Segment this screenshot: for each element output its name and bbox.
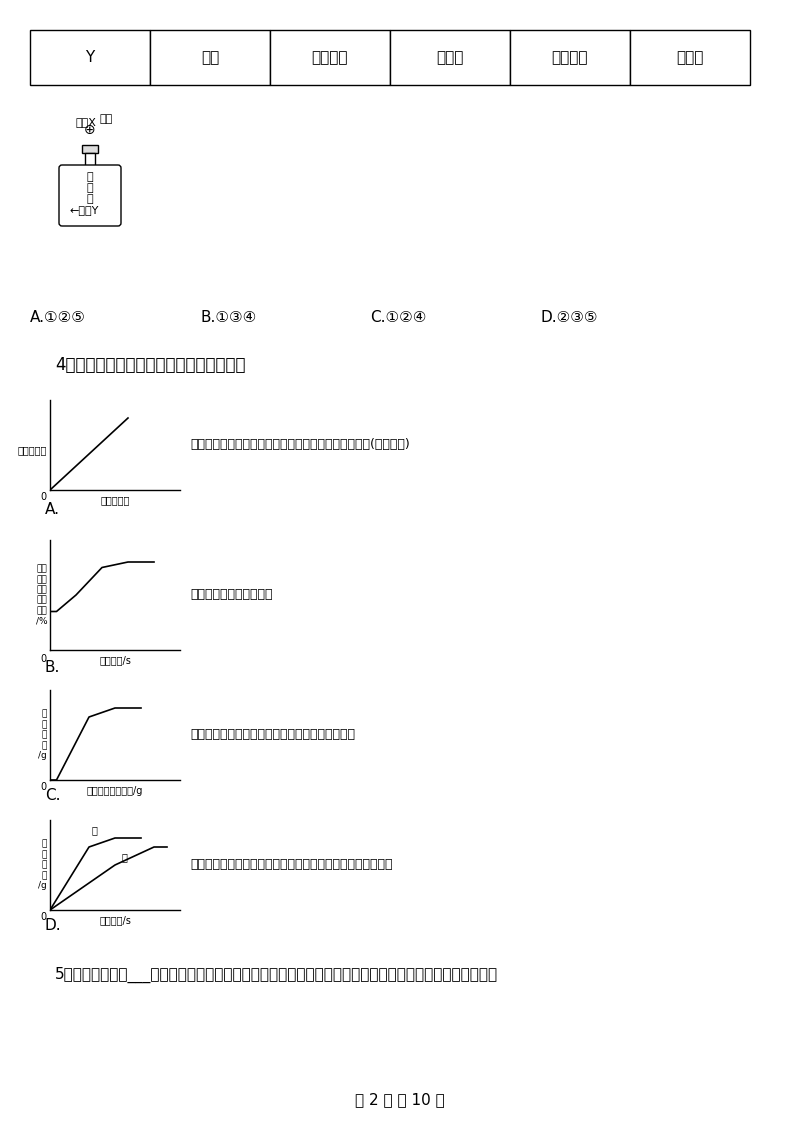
Text: D.②③⑤: D.②③⑤ [540, 310, 598, 326]
Text: B.①③④: B.①③④ [200, 310, 256, 326]
Text: 向氯化镁和盐酸的混合溶液中，滴加氢氧化钡溶液: 向氯化镁和盐酸的混合溶液中，滴加氢氧化钡溶液 [190, 729, 355, 741]
FancyBboxPatch shape [150, 31, 270, 85]
FancyBboxPatch shape [510, 31, 630, 85]
FancyBboxPatch shape [82, 145, 98, 153]
Text: B.: B. [45, 660, 60, 676]
Text: C.①②④: C.①②④ [370, 310, 426, 326]
Text: 4．下列图像不能正确反映其对应关系的是: 4．下列图像不能正确反映其对应关系的是 [55, 355, 246, 374]
Text: 气球: 气球 [100, 114, 114, 125]
FancyBboxPatch shape [390, 31, 510, 85]
FancyBboxPatch shape [630, 31, 750, 85]
FancyBboxPatch shape [270, 31, 390, 85]
Text: 第 2 页 共 10 页: 第 2 页 共 10 页 [355, 1092, 445, 1107]
Text: 瓶: 瓶 [86, 194, 94, 204]
Text: ←固体Y: ←固体Y [70, 205, 99, 215]
Text: 二氧化锰: 二氧化锰 [552, 50, 588, 65]
Text: 加热一定质量的高锰酸钾: 加热一定质量的高锰酸钾 [190, 589, 273, 601]
Text: 分别向等质量的锌粉和铁粉中，加入足量等质量分数的稀盐酸: 分别向等质量的锌粉和铁粉中，加入足量等质量分数的稀盐酸 [190, 858, 393, 872]
Text: C.: C. [45, 788, 61, 803]
Text: 5．在一密闭容器___中，有甲、乙、丙、丁四种物质，在一定的条件下，充分反应，测得反应前后各物质质: 5．在一密闭容器___中，有甲、乙、丙、丁四种物质，在一定的条件下，充分反应，测… [55, 967, 498, 983]
Text: 氢氧化钠: 氢氧化钠 [312, 50, 348, 65]
Text: 硝酸铵: 硝酸铵 [676, 50, 704, 65]
FancyBboxPatch shape [85, 153, 95, 168]
Text: 铁粉: 铁粉 [201, 50, 219, 65]
Text: 集: 集 [86, 172, 94, 182]
FancyBboxPatch shape [59, 165, 121, 226]
Text: A.①②⑤: A.①②⑤ [30, 310, 86, 326]
Text: A.: A. [45, 503, 60, 517]
Text: 常温下向一定质量的稀盐酸中逐渐加入镁条，充分反应(忽略挥发): 常温下向一定质量的稀盐酸中逐渐加入镁条，充分反应(忽略挥发) [190, 438, 410, 452]
Text: D.: D. [45, 918, 62, 933]
Text: 气: 气 [86, 183, 94, 192]
Text: Y: Y [86, 50, 94, 65]
Text: 氯化钠: 氯化钠 [436, 50, 464, 65]
Text: ⊕: ⊕ [84, 123, 96, 137]
Text: 液体X: 液体X [75, 117, 96, 127]
FancyBboxPatch shape [30, 31, 150, 85]
